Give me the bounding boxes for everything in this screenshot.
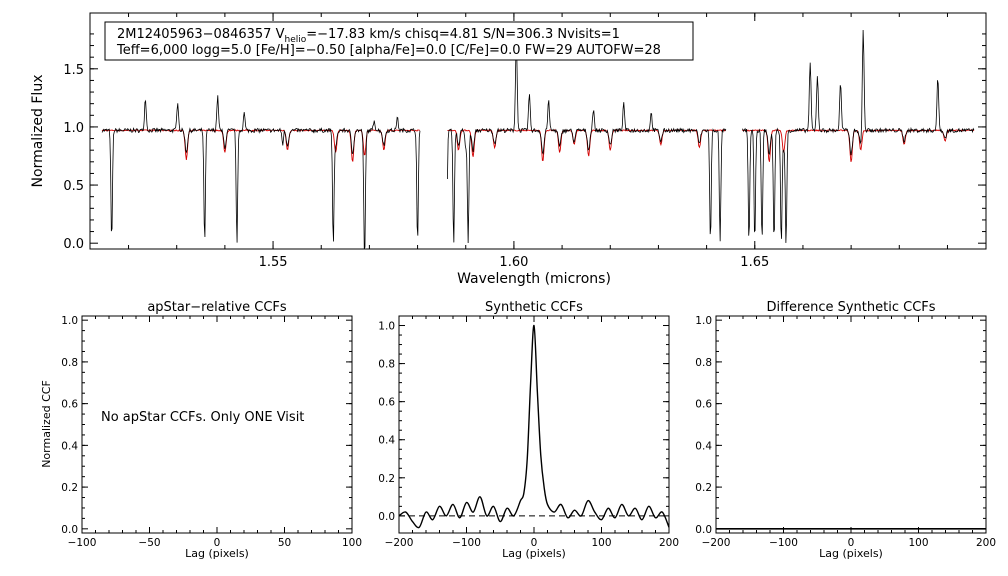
ccf-x-tick-label: −200 — [702, 537, 731, 549]
ccf-y-tick-label: 0.0 — [378, 511, 395, 523]
difference-ccf-frame — [715, 315, 987, 534]
stellar-params-line2: Teff=6,000 logg=5.0 [Fe/H]=−0.50 [alpha/… — [116, 43, 661, 58]
ccf-y-tick-label: 0.8 — [695, 357, 712, 369]
ccf-y-tick-label: 0.6 — [695, 399, 712, 411]
synthetic-ccf-curve — [398, 324, 670, 529]
ccf-x-tick-label: 200 — [976, 537, 996, 549]
spectrum-plot-frame — [89, 12, 987, 250]
ccf-y-tick-label: 0.2 — [695, 482, 712, 494]
ccf-y-tick-label: 0.2 — [61, 482, 78, 494]
params-line1-sub: helio — [284, 35, 306, 45]
difference-ccf-panel: Difference Synthetic CCFs −200 −100 0 100 20… — [695, 300, 996, 560]
ccf-y-tick-label: 1.0 — [61, 315, 78, 327]
ccf-y-tick-label: 1.0 — [695, 315, 712, 327]
synthetic-spectrum-line-chip-1 — [101, 129, 421, 162]
ccf-x-tick-label: 100 — [591, 537, 611, 549]
difference-ccf-title: Difference Synthetic CCFs — [766, 300, 935, 315]
spectrum-lines — [101, 29, 975, 250]
ccf-x-tick-label: 0 — [848, 537, 855, 549]
ccf-x-tick-label: −50 — [138, 537, 160, 549]
ccf-y-tick-label: 0.0 — [61, 524, 78, 536]
spectrum-panel: 1.55 1.60 1.65 0.0 0.5 1.0 1.5 2M12405963−0846… — [30, 12, 987, 287]
spectrum-x-axis-label: Wavelength (microns) — [457, 271, 611, 287]
difference-ccf-ticks: −200 −100 0 100 200 0.0 0.2 0.4 0.6 0.8 1.0 — [695, 315, 996, 549]
ccf-x-tick-label: 50 — [278, 537, 291, 549]
spectrum-y-tick-label: 0.5 — [63, 179, 84, 194]
spectrum-y-axis-label: Normalized Flux — [30, 75, 46, 188]
ccf-x-tick-label: 200 — [659, 537, 679, 549]
spectrum-ticks: 1.55 1.60 1.65 0.0 0.5 1.0 1.5 — [63, 13, 986, 270]
ccf-y-tick-label: 0.8 — [378, 359, 395, 371]
synthetic-ccf-ticks: −200 −100 0 100 200 0.0 0.2 0.4 0.6 0.8 1.0 — [378, 316, 679, 549]
synthetic-spectrum-line-chip-2 — [447, 129, 727, 161]
ccf-x-tick-label: 100 — [908, 537, 928, 549]
observed-spectrum-line-chip-2 — [447, 46, 727, 243]
ccf-x-tick-label: −100 — [68, 537, 97, 549]
ccf-x-tick-label: −200 — [385, 537, 414, 549]
spectrum-y-tick-label: 0.0 — [63, 237, 84, 252]
observed-spectrum-line-chip-1 — [101, 95, 421, 250]
ccf-x-tick-label: 0 — [214, 537, 221, 549]
synthetic-ccf-x-axis-label: Lag (pixels) — [502, 547, 566, 560]
ccf-y-tick-label: 0.4 — [695, 440, 712, 452]
spectrum-y-tick-label: 1.0 — [63, 121, 84, 136]
apstar-ccf-x-axis-label: Lag (pixels) — [185, 547, 249, 560]
ccf-y-tick-label: 0.6 — [61, 399, 78, 411]
spectrum-x-tick-label: 1.55 — [259, 255, 288, 270]
ccf-y-tick-label: 0.4 — [61, 440, 78, 452]
params-line1-a: 2M12405963−0846357 V — [117, 27, 285, 42]
ccf-x-tick-label: −100 — [452, 537, 481, 549]
ccf-y-tick-label: 0.2 — [378, 473, 395, 485]
apstar-ccf-title: apStar−relative CCFs — [147, 300, 287, 315]
synthetic-ccf-plot — [398, 324, 670, 529]
observed-spectrum-line-chip-3 — [741, 29, 975, 243]
synthetic-ccf-panel: Synthetic CCFs −200 −100 0 100 200 0.0 0.2 0.4 0… — [378, 300, 679, 560]
ccf-y-tick-label: 0.4 — [378, 435, 395, 447]
apstar-ccf-y-axis-label: Normalized CCF — [40, 380, 53, 468]
ccf-y-tick-label: 0.0 — [695, 524, 712, 536]
ccf-y-tick-label: 0.6 — [378, 397, 395, 409]
ccf-x-tick-label: −100 — [769, 537, 798, 549]
difference-ccf-x-axis-label: Lag (pixels) — [819, 547, 883, 560]
apstar-ccf-ticks: −100 −50 0 50 100 0.0 0.2 0.4 0.6 0.8 1.0 — [61, 315, 362, 549]
stellar-params-line1: 2M12405963−0846357 Vhelio=−17.83 km/s ch… — [117, 27, 620, 45]
stellar-parameters-box — [104, 21, 694, 61]
spectrum-y-tick-label: 1.5 — [63, 63, 84, 78]
synthetic-ccf-title: Synthetic CCFs — [485, 300, 583, 315]
spectrum-x-tick-label: 1.65 — [740, 255, 769, 270]
synthetic-spectrum-line-chip-3 — [742, 129, 975, 162]
params-line1-b: =−17.83 km/s chisq=4.81 S/N=306.3 Nvisit… — [306, 27, 620, 42]
ccf-x-tick-label: 100 — [342, 537, 362, 549]
ccf-y-tick-label: 0.8 — [61, 357, 78, 369]
apstar-ccf-annotation: No apStar CCFs. Only ONE Visit — [101, 410, 304, 425]
ccf-x-tick-label: 0 — [531, 537, 538, 549]
apstar-ccf-panel: apStar−relative CCFs −100 −50 0 50 100 0.0 0.2… — [40, 300, 362, 560]
spectrum-x-tick-label: 1.60 — [499, 255, 528, 270]
ccf-y-tick-label: 1.0 — [378, 321, 395, 333]
synthetic-ccf-frame — [398, 315, 670, 534]
